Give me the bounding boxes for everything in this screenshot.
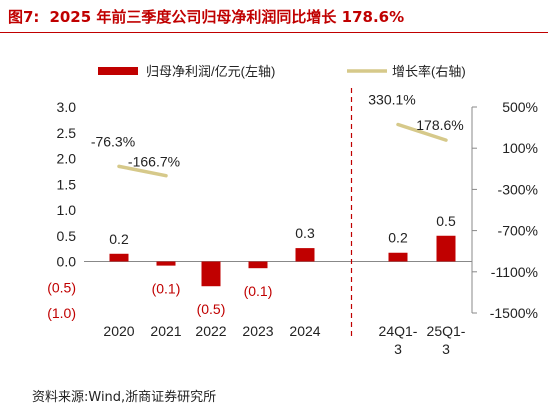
left-axis: 3.0 2.5 2.0 1.5 1.0 0.5 0.0 (0.5) (1.0) (47, 99, 76, 321)
chart: 归母净利润/亿元(左轴) 增长率(右轴) 3.02.52.01.51.00.50.… (47, 64, 538, 357)
right-axis: 500% 100% -300% -700% -1100% -1500% (471, 99, 538, 321)
left-tick-label: 1.0 (57, 202, 77, 218)
title-rule (0, 32, 548, 33)
right-tick-label: -700% (498, 223, 538, 239)
bar-value-label: (0.5) (197, 301, 226, 317)
growth-value-label: -76.3% (91, 133, 135, 149)
figure-title-text: 2025 年前三季度公司归母净利润同比增长 178.6% (49, 8, 405, 26)
x-axis: 2020 2021 2022 2023 2024 24Q1- 3 25Q1- 3 (84, 261, 472, 357)
legend-bar-swatch (98, 67, 138, 75)
left-tick-label: (0.5) (47, 279, 76, 295)
bar-value-label: (0.1) (244, 283, 273, 299)
x-tick-label: 25Q1- (427, 323, 466, 339)
left-tick-label: 1.5 (57, 176, 77, 192)
growth-value-label: -166.7% (128, 154, 180, 170)
x-tick-label: 24Q1- (379, 323, 418, 339)
bar-value-label: 0.3 (295, 225, 315, 241)
x-tick-label: 2024 (289, 323, 320, 339)
bar-value-label: 0.5 (436, 213, 456, 229)
bar (109, 253, 129, 262)
bar (201, 261, 221, 287)
x-tick-label: 2023 (242, 323, 273, 339)
growth-value-label: 330.1% (368, 91, 415, 107)
left-tick-label: 0.0 (57, 254, 77, 270)
source-note: 资料来源:Wind,浙商证券研究所 (32, 390, 217, 405)
x-tick-label: 2022 (195, 323, 226, 339)
bar (248, 261, 268, 269)
right-tick-label: 500% (502, 99, 538, 115)
bar (156, 261, 176, 266)
figure-number: 图7: (8, 8, 40, 26)
x-tick-label: 3 (442, 341, 450, 357)
x-tick-label: 3 (394, 341, 402, 357)
right-tick-label: -1500% (490, 305, 538, 321)
right-tick-label: -1100% (491, 264, 538, 280)
left-tick-label: (1.0) (47, 305, 76, 321)
bar-value-label: 0.2 (388, 230, 408, 246)
line-series (117, 122, 448, 178)
bar (295, 248, 315, 262)
bar-value-label: (0.1) (152, 281, 181, 297)
left-tick-label: 3.0 (57, 99, 77, 115)
right-tick-label: -300% (498, 181, 538, 197)
x-tick-label: 2020 (103, 323, 134, 339)
left-tick-label: 2.5 (57, 125, 77, 141)
bar (436, 235, 456, 262)
growth-value-label: 178.6% (416, 117, 463, 133)
bar-series (109, 235, 456, 287)
legend-bar-label: 归母净利润/亿元(左轴) (146, 64, 275, 79)
x-tick-label: 2021 (150, 323, 181, 339)
right-tick-label: 100% (502, 140, 538, 156)
figure-title: 图7: 2025 年前三季度公司归母净利润同比增长 178.6% (8, 6, 404, 27)
bar (388, 252, 408, 262)
legend-line-label: 增长率(右轴) (392, 64, 466, 79)
left-tick-label: 2.0 (57, 151, 77, 167)
data-labels: 0.2 (0.1) (0.5) (0.1) 0.3 0.2 0.5 -76.3% -166.7%… (91, 91, 464, 317)
legend: 归母净利润/亿元(左轴) 增长率(右轴) (98, 64, 466, 79)
growth-line-segment (396, 122, 448, 142)
bar-value-label: 0.2 (109, 231, 129, 247)
growth-line-segment (117, 164, 168, 178)
left-tick-label: 0.5 (57, 228, 77, 244)
